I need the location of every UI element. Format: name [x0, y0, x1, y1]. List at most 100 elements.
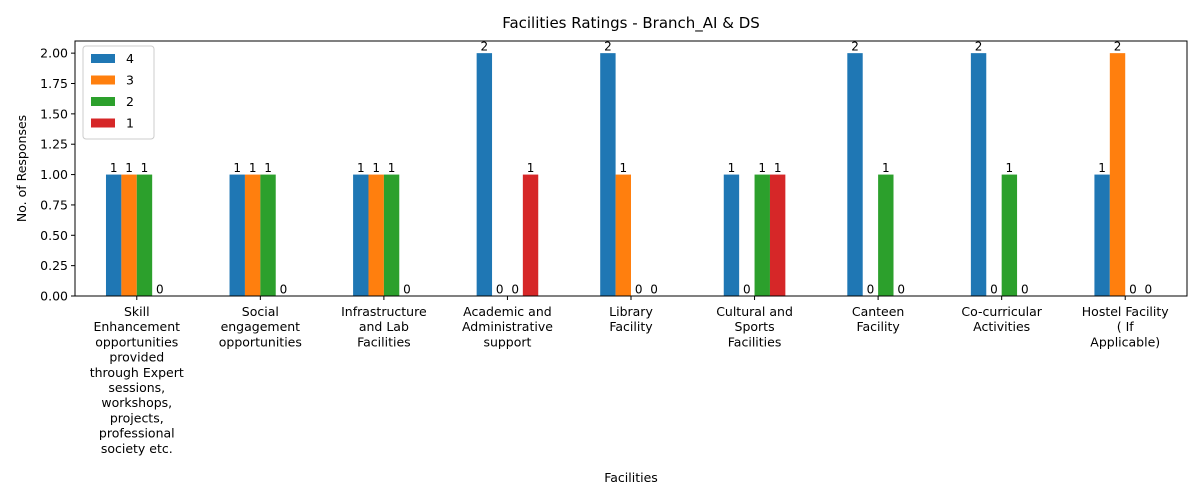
- bar-value-label: 2: [481, 40, 489, 54]
- x-tick-label-line: Facilities: [728, 334, 782, 349]
- y-tick-label: 0.50: [40, 228, 68, 243]
- bar-value-label: 0: [1021, 283, 1029, 297]
- bar-series-4: [476, 53, 493, 297]
- x-tick-label-line: Enhancement: [93, 319, 180, 334]
- bar-series-2: [136, 174, 153, 296]
- y-tick-label: 1.00: [40, 167, 68, 182]
- bar-value-label: 1: [249, 161, 257, 175]
- bar-value-label: 1: [527, 161, 535, 175]
- x-tick-label-line: sessions,: [108, 380, 165, 395]
- x-tick-label-line: provided: [109, 350, 164, 365]
- x-tick-label: Co-curricular Activities: [961, 304, 1042, 334]
- bar-value-label: 0: [280, 283, 288, 297]
- x-tick-label-line: Canteen: [852, 304, 905, 319]
- bar-value-label: 0: [156, 283, 164, 297]
- bar-value-label: 1: [619, 161, 627, 175]
- bar-series-3: [368, 174, 384, 296]
- x-tick-label-line: professional: [99, 426, 175, 441]
- x-tick-label: Canteen Facility: [852, 304, 905, 334]
- x-tick-label-line: Applicable): [1090, 334, 1160, 349]
- bar-series-3: [615, 174, 631, 296]
- bar-series-4: [229, 174, 245, 296]
- bar-series-4: [970, 53, 987, 297]
- legend-swatch: [91, 118, 115, 128]
- legend-swatch: [91, 97, 115, 106]
- x-tick-label-line: Administrative: [462, 319, 553, 334]
- x-tick-label-line: society etc.: [101, 441, 173, 456]
- bar-value-label: 0: [511, 283, 519, 297]
- x-tick-label-line: through Expert: [90, 365, 184, 380]
- bar-value-label: 1: [357, 161, 365, 175]
- legend-label: 1: [126, 116, 134, 131]
- bar-series-4: [723, 174, 740, 296]
- bar-value-label: 1: [125, 161, 133, 175]
- legend-swatch: [91, 54, 115, 63]
- bar-value-label: 2: [1114, 40, 1122, 54]
- x-tick-label-line: Social: [242, 304, 279, 319]
- x-tick-label-line: Skill: [124, 304, 150, 319]
- x-tick-label-line: and Lab: [359, 319, 409, 334]
- y-tick-label: 0.75: [40, 197, 68, 212]
- bar-value-label: 1: [882, 161, 890, 175]
- x-tick-label: Social engagement opportunities: [219, 304, 302, 349]
- x-tick-label-line: Infrastructure: [341, 304, 427, 319]
- bar-value-label: 0: [1129, 283, 1137, 297]
- bar-value-label: 2: [604, 40, 612, 54]
- x-tick-label: Academic and Administrative support: [462, 304, 553, 349]
- y-axis-title: No. of Responses: [14, 115, 29, 222]
- bar-series-4: [1094, 174, 1110, 296]
- x-tick-label-line: opportunities: [219, 334, 302, 349]
- bar-value-label: 0: [650, 283, 658, 297]
- bar-series-1: [769, 174, 786, 296]
- legend-label: 2: [126, 94, 134, 109]
- bar-value-label: 1: [264, 161, 272, 175]
- bar-series-3: [1109, 53, 1126, 297]
- bar-value-label: 1: [233, 161, 241, 175]
- y-tick-label: 1.75: [40, 76, 68, 91]
- x-tick-label: Library Facility: [609, 304, 653, 334]
- x-tick-label-line: Facilities: [357, 334, 411, 349]
- x-tick-label-line: Facility: [609, 319, 653, 334]
- legend-label: 3: [126, 73, 134, 88]
- bar-series-2: [1001, 174, 1018, 296]
- bar-value-label: 1: [774, 161, 782, 175]
- x-tick-label: Cultural and Sports Facilities: [716, 304, 793, 349]
- bar-value-label: 1: [372, 161, 380, 175]
- bar-series-3: [121, 174, 137, 296]
- x-tick-label-line: workshops,: [101, 395, 172, 410]
- y-tick-label: 2.00: [40, 46, 68, 61]
- y-tick-label: 1.25: [40, 137, 68, 152]
- x-tick-label-line: support: [483, 334, 531, 349]
- legend-box: [82, 45, 155, 140]
- y-tick-label: 0.25: [40, 258, 68, 273]
- bar-value-label: 1: [758, 161, 766, 175]
- chart-title: Facilities Ratings - Branch_AI & DS: [502, 14, 760, 33]
- bar-series-4: [105, 174, 122, 296]
- bar-value-label: 1: [141, 161, 149, 175]
- bar-series-2: [878, 174, 894, 296]
- bar-series-4: [353, 174, 369, 296]
- bar-series-2: [383, 174, 400, 296]
- bar-series-1: [522, 174, 539, 296]
- bar-value-label: 1: [110, 161, 118, 175]
- bar-series-2: [260, 174, 276, 296]
- bar-series-4: [847, 53, 863, 297]
- x-tick-label-line: Sports: [735, 319, 775, 334]
- x-tick-label: Infrastructure and Lab Facilities: [341, 304, 427, 349]
- x-tick-label-line: engagement: [221, 319, 301, 334]
- y-tick-label: 0.00: [40, 289, 68, 304]
- x-tick-label-line: ( If: [1117, 319, 1135, 334]
- x-tick-label-line: Co-curricular: [961, 304, 1042, 319]
- x-tick-label-line: Library: [609, 304, 653, 319]
- bar-series-4: [600, 53, 616, 297]
- plot-frame: [74, 40, 1188, 297]
- bar-value-label: 1: [728, 161, 736, 175]
- x-tick-label: Skill Enhancement opportunities provided thr…: [90, 304, 184, 456]
- bar-value-label: 1: [1098, 161, 1106, 175]
- x-tick-label-line: Facility: [856, 319, 900, 334]
- x-tick-label-line: Activities: [973, 319, 1030, 334]
- x-tick-label-line: projects,: [110, 410, 164, 425]
- bar-value-label: 0: [867, 283, 875, 297]
- legend: 4 3 2 1: [82, 45, 155, 140]
- y-tick-label: 1.50: [40, 106, 68, 121]
